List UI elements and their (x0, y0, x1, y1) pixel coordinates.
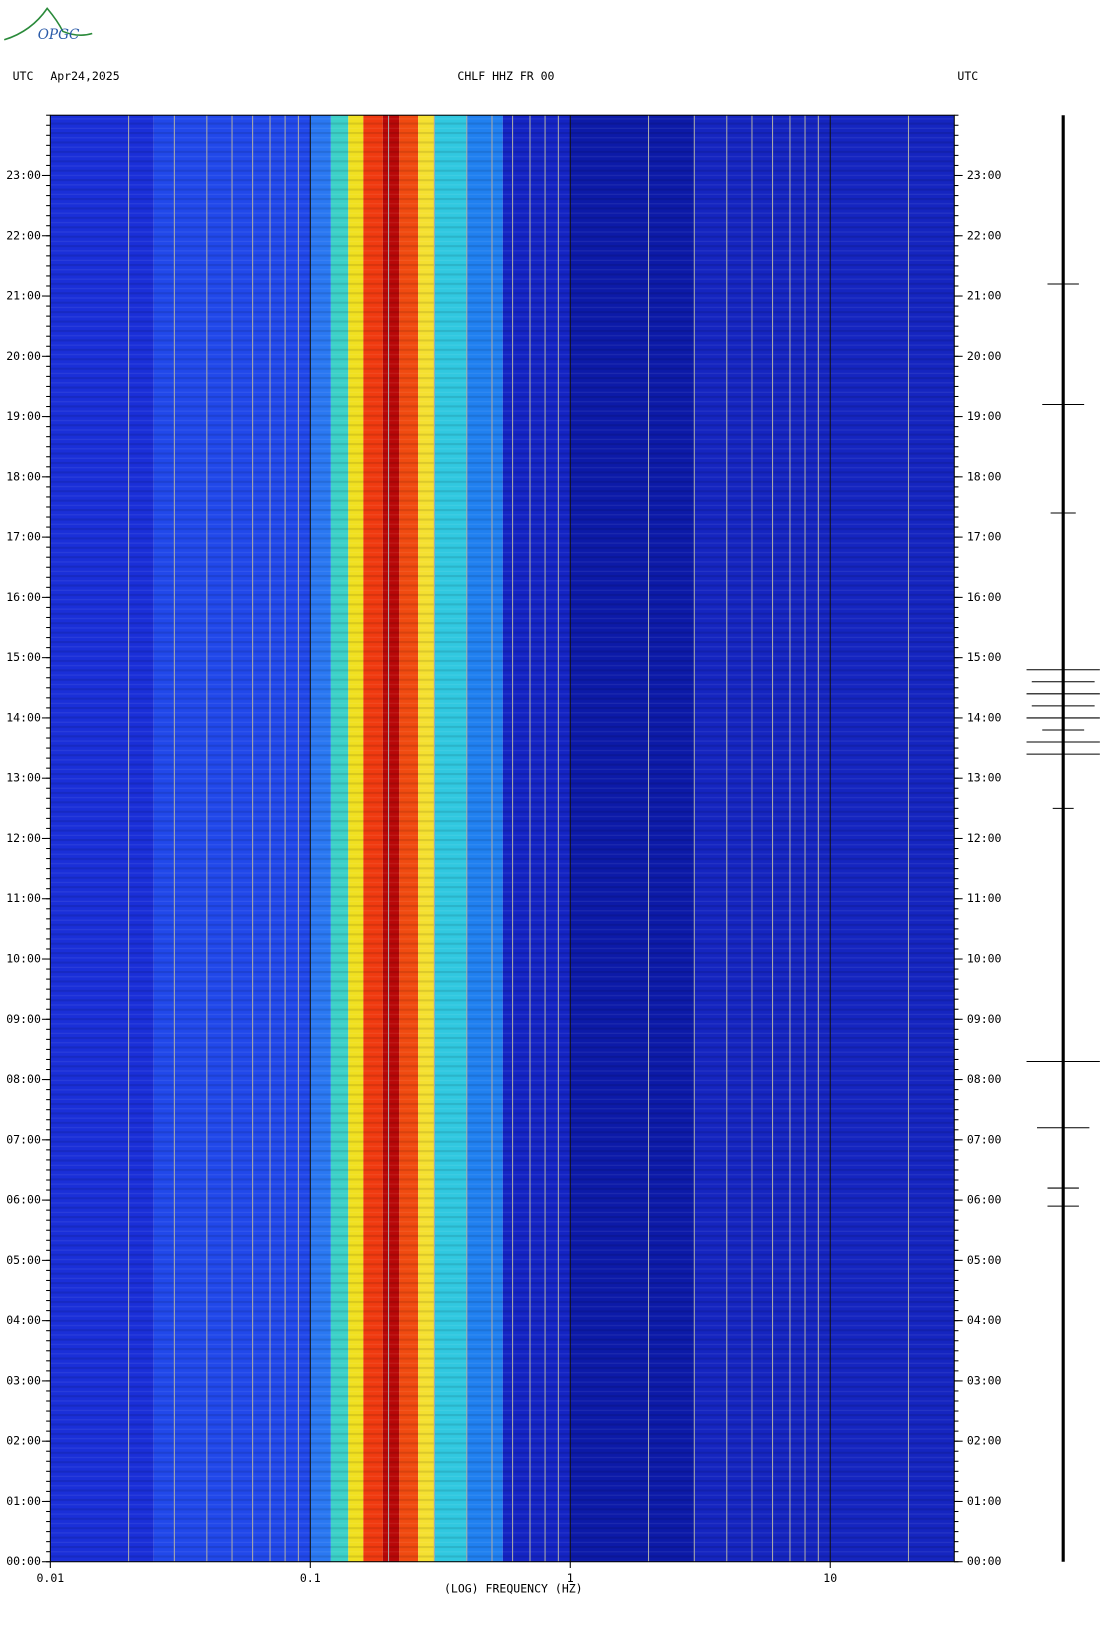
y-tick-label: 21:00 (967, 289, 1002, 303)
y-tick-label: 14:00 (6, 710, 41, 724)
y-tick-label: 22:00 (967, 228, 1002, 242)
y-tick-label: 19:00 (6, 409, 41, 423)
y-tick-label: 12:00 (6, 831, 41, 845)
y-tick-label: 06:00 (6, 1193, 41, 1207)
x-axis-label: (LOG) FREQUENCY (HZ) (444, 1581, 583, 1595)
y-tick-label: 23:00 (6, 168, 41, 182)
y-tick-label: 20:00 (967, 349, 1002, 363)
y-tick-label: 00:00 (6, 1554, 41, 1568)
y-tick-label: 18:00 (6, 469, 41, 483)
x-tick-label: 1 (567, 1571, 574, 1585)
y-tick-label: 16:00 (6, 590, 41, 604)
y-tick-label: 19:00 (967, 409, 1002, 423)
y-tick-label: 03:00 (6, 1373, 41, 1387)
x-tick-label: 0.01 (36, 1571, 64, 1585)
y-tick-label: 02:00 (6, 1434, 41, 1448)
y-tick-label: 03:00 (967, 1373, 1002, 1387)
y-tick-label: 11:00 (967, 891, 1002, 905)
y-tick-label: 18:00 (967, 469, 1002, 483)
y-tick-label: 17:00 (967, 530, 1002, 544)
y-tick-label: 10:00 (6, 952, 41, 966)
x-tick-label: 10 (823, 1571, 837, 1585)
y-tick-label: 20:00 (6, 349, 41, 363)
y-tick-label: 04:00 (967, 1313, 1002, 1327)
y-tick-label: 12:00 (967, 831, 1002, 845)
y-tick-label: 07:00 (967, 1132, 1002, 1146)
y-tick-label: 01:00 (6, 1494, 41, 1508)
y-tick-label: 14:00 (967, 710, 1002, 724)
y-tick-label: 17:00 (6, 530, 41, 544)
y-tick-label: 10:00 (967, 952, 1002, 966)
y-tick-label: 08:00 (6, 1072, 41, 1086)
y-tick-label: 15:00 (6, 650, 41, 664)
date: Apr24,2025 (50, 69, 119, 83)
texture (50, 115, 955, 1562)
y-tick-label: 09:00 (967, 1012, 1002, 1026)
y-tick-label: 05:00 (6, 1253, 41, 1267)
y-tick-label: 06:00 (967, 1193, 1002, 1207)
y-tick-label: 22:00 (6, 228, 41, 242)
y-tick-label: 09:00 (6, 1012, 41, 1026)
y-tick-label: 23:00 (967, 168, 1002, 182)
x-tick-label: 0.1 (300, 1571, 321, 1585)
y-tick-label: 13:00 (967, 771, 1002, 785)
y-tick-label: 00:00 (967, 1554, 1002, 1568)
y-tick-label: 15:00 (967, 650, 1002, 664)
y-tick-label: 11:00 (6, 891, 41, 905)
y-tick-label: 07:00 (6, 1132, 41, 1146)
y-tick-label: 05:00 (967, 1253, 1002, 1267)
y-tick-label: 16:00 (967, 590, 1002, 604)
y-tick-label: 13:00 (6, 771, 41, 785)
station: CHLF HHZ FR 00 (457, 69, 554, 83)
y-tick-label: 01:00 (967, 1494, 1002, 1508)
logo: OPGC (38, 27, 80, 43)
logo-curve (4, 7, 93, 41)
y-tick-label: 04:00 (6, 1313, 41, 1327)
y-tick-label: 02:00 (967, 1434, 1002, 1448)
timezone-right: UTC (957, 69, 978, 83)
y-tick-label: 08:00 (967, 1072, 1002, 1086)
y-tick-label: 21:00 (6, 289, 41, 303)
timezone-left: UTC (13, 69, 34, 83)
